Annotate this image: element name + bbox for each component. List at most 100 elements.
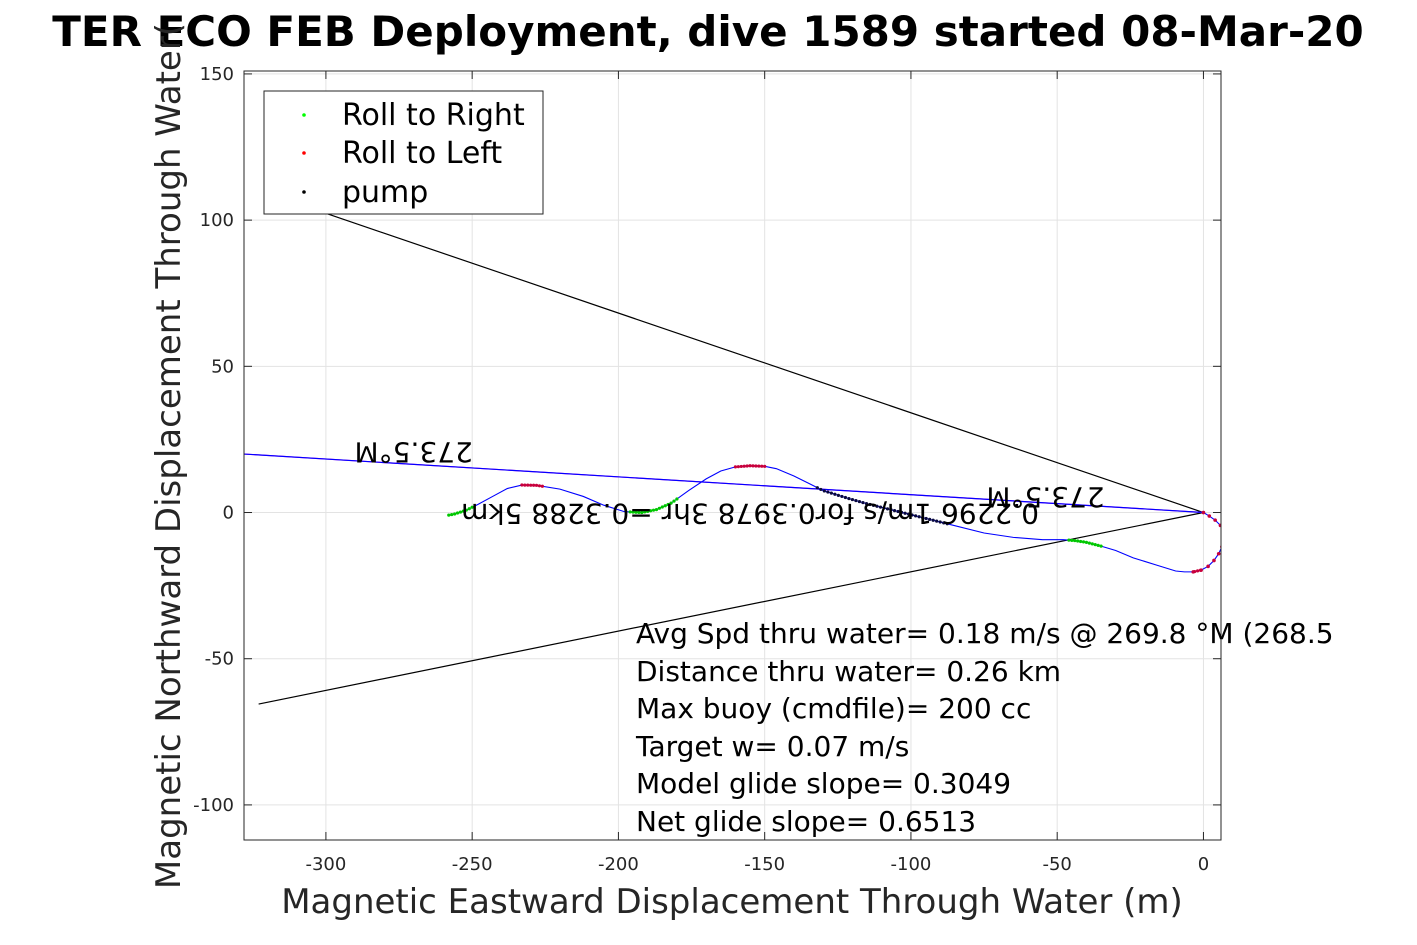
dive-stats-annotation: Avg Spd thru water= 0.18 m/s @ 269.8 °M … [635,617,1334,838]
roll-left-marker [1212,558,1216,563]
legend-label-pump: pump [342,175,428,210]
x-tick-label: -250 [452,854,493,875]
legend-marker-roll-left [302,151,306,155]
roll-left-marker [1213,518,1217,522]
roll-right-marker [1078,539,1083,544]
roll-right-marker [1076,539,1080,543]
roll-left-marker [537,484,542,488]
reference-line [319,210,1204,514]
roll-right-marker [666,502,670,507]
pump-marker [875,504,879,508]
roll-left-marker [1206,564,1210,569]
roll-left-marker [1218,523,1221,528]
y-axis-label: Magnetic Northward Displacement Through … [149,23,189,889]
heading-label: 273.5°M [986,481,1104,514]
roll-right-marker [1096,543,1100,547]
heading-label: 0.2296 1m/s for0.3978 3hr =0.3288 5km [461,497,1039,530]
roll-right-marker [654,507,659,512]
roll-left-marker [1201,510,1206,515]
pump-marker [892,509,897,513]
roll-left-marker [1191,570,1196,574]
roll-right-marker [628,510,632,514]
roll-right-marker [631,510,635,514]
heading-label: 273.5°M [354,435,472,468]
pump-marker [847,496,851,501]
roll-left-marker [736,465,740,469]
x-axis-label: Magnetic Eastward Displacement Through W… [281,882,1183,922]
reference-lines [244,210,1204,705]
roll-left-marker [1216,551,1221,556]
roll-right-marker [461,509,465,513]
pump-marker [850,497,855,502]
pump-marker [868,502,872,507]
pump-marker [931,518,935,522]
roll-left-marker [523,483,527,487]
y-tick-label: 100 [200,210,234,231]
roll-left-marker [529,483,533,487]
x-tick-label: -50 [1042,854,1071,875]
roll-left-marker [748,464,752,468]
annotation-line: Net glide slope= 0.6513 [636,805,976,838]
pump-marker [854,498,858,503]
roll-right-marker [657,506,661,510]
roll-left-marker [733,465,738,469]
roll-right-marker [1087,541,1091,545]
pump-marker [906,512,911,516]
roll-left-marker [739,464,743,469]
pump-marker [857,499,862,504]
pump-marker [878,505,883,509]
axis-ticks: -300 -250 -200 -150 -100 -50 0 -100 -50 0 50 100 150 [193,64,1221,875]
roll-right-marker [637,510,641,514]
roll-right-marker [1073,538,1077,543]
pump-marker [833,492,837,496]
legend: Roll to Right Roll to Left pump [263,90,544,215]
pump-marker [896,509,900,514]
y-tick-label: 0 [223,503,234,524]
legend-label-roll-left: Roll to Left [342,136,502,171]
roll-right-marker [1099,544,1103,548]
y-tick-label: 150 [200,64,234,85]
annotation-line: Distance thru water= 0.26 km [636,655,1061,688]
annotation-line: Max buoy (cmdfile)= 200 cc [636,692,1031,725]
roll-right-marker [651,508,656,512]
pump-marker [917,515,921,519]
pump-marker [843,495,848,500]
roll-right-marker [1090,542,1094,546]
roll-left-marker [757,464,761,468]
annotation-line: Model glide slope= 0.3049 [636,767,1011,800]
pump-marker [822,489,826,493]
legend-label-roll-right: Roll to Right [342,98,525,133]
roll-left-marker [1199,568,1203,572]
roll-right-marker [458,510,463,514]
roll-left-marker [520,483,524,487]
roll-right-marker [450,512,454,517]
pump-marker [871,503,876,507]
pump-marker [903,511,907,515]
legend-marker-pump [302,190,306,194]
chart-title: TER ECO FEB Deployment, dive 1589 starte… [52,7,1363,56]
roll-left-marker [534,483,539,487]
roll-left-marker [526,483,530,487]
y-tick-label: -50 [205,649,234,670]
reference-line [258,511,1204,705]
legend-box [263,90,544,215]
roll-right-marker [660,505,664,509]
roll-left-marker [745,464,749,468]
roll-left-marker [742,464,746,468]
roll-left-marker [1195,569,1200,573]
roll-left-marker [1207,514,1212,518]
roll-left-marker [751,464,755,468]
reference-line [244,453,1204,514]
pump-marker [829,491,833,495]
pump-marker [945,522,949,526]
plot-frame [243,70,1222,841]
pump-marker [882,506,886,510]
pump-marker [864,501,869,506]
pump-marker [924,516,928,521]
pump-marker [826,490,830,494]
roll-right-marker [1081,540,1086,544]
roll-left-marker [763,464,767,468]
legend-marker-roll-right [302,113,306,117]
roll-right-marker [455,511,460,515]
pump-marker [819,487,823,492]
